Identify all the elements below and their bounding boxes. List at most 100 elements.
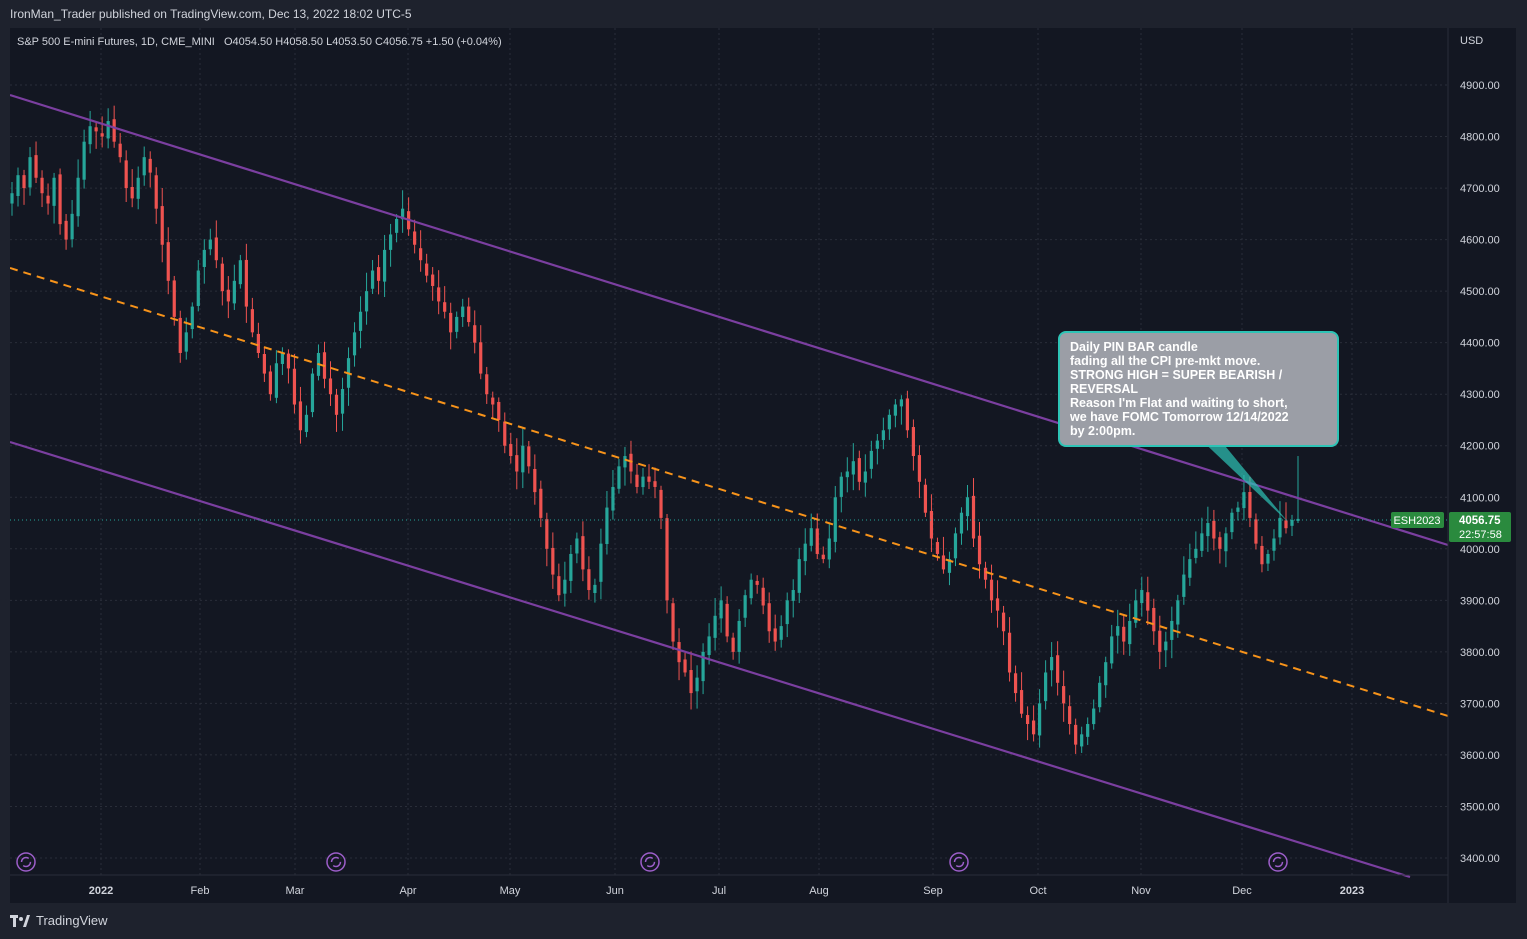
candle-body — [52, 177, 56, 206]
candle-body — [635, 474, 639, 487]
x-tick-label: Aug — [809, 885, 829, 897]
tradingview-logo-icon — [10, 914, 30, 927]
candle-body — [268, 371, 273, 395]
candle-body — [226, 289, 230, 302]
annotation-callout[interactable]: Daily PIN BAR candle fading all the CPI … — [1058, 331, 1339, 447]
candle-body — [382, 249, 387, 282]
candle-body — [352, 332, 357, 356]
channel-upper-line[interactable] — [9, 93, 1449, 547]
tradingview-brand[interactable]: TradingView — [10, 913, 108, 928]
candle-body — [1122, 626, 1126, 642]
candle-body — [959, 512, 964, 534]
y-tick-label: 3800.00 — [1460, 647, 1500, 659]
footer-bar: TradingView — [0, 903, 1527, 939]
y-tick-label: 4000.00 — [1460, 544, 1500, 556]
candle-body — [82, 141, 86, 180]
candle-body — [202, 249, 206, 267]
candle-body — [719, 600, 723, 619]
y-tick-label: 4400.00 — [1460, 338, 1500, 350]
candle-body — [1140, 590, 1144, 604]
candle-body — [431, 274, 435, 286]
candle-body — [695, 677, 699, 692]
y-tick-label: 4700.00 — [1460, 183, 1500, 195]
candle-body — [1086, 724, 1090, 737]
candle-body — [557, 576, 561, 596]
y-tick-label: 3600.00 — [1460, 750, 1500, 762]
candle-body — [773, 628, 777, 642]
session-break-icon[interactable] — [16, 852, 36, 872]
candle-body — [941, 555, 946, 570]
candle-body — [437, 287, 441, 302]
candle-body — [208, 239, 212, 250]
grid — [10, 28, 1448, 875]
candle-body — [983, 567, 988, 580]
candle-body — [274, 363, 279, 398]
candle-body — [1128, 620, 1132, 645]
candles-layer — [10, 105, 1300, 754]
session-break-icon[interactable] — [949, 852, 969, 872]
candle-body — [1019, 690, 1024, 714]
candle-body — [821, 554, 825, 560]
time-axis[interactable]: 2022 Feb Mar Apr May Jun Jul Aug Sep Oct Nov Dec 202… — [89, 885, 1364, 897]
chart-area[interactable]: 3400.00 3500.00 3600.00 3700.00 3800.00 3900.… — [9, 28, 1516, 903]
candle-body — [304, 414, 309, 432]
candle-body — [707, 636, 711, 656]
candle-body — [1284, 520, 1288, 529]
candle-body — [1194, 548, 1198, 558]
candle-body — [1242, 492, 1246, 509]
candle-body — [334, 394, 339, 415]
candle-body — [148, 158, 152, 173]
x-tick-label: Nov — [1131, 885, 1151, 897]
session-icon-arrows — [1272, 856, 1284, 868]
x-tick-label: Dec — [1232, 885, 1252, 897]
candlestick-chart[interactable]: 3400.00 3500.00 3600.00 3700.00 3800.00 3900.… — [9, 28, 1516, 903]
candle-body — [395, 218, 399, 233]
candle-body — [839, 476, 843, 497]
candle-body — [1254, 519, 1258, 544]
candle-body — [641, 476, 645, 488]
y-tick-label: 4300.00 — [1460, 389, 1500, 401]
candle-body — [40, 177, 44, 194]
candle-body — [905, 398, 909, 431]
session-icons[interactable] — [16, 852, 1288, 872]
candle-body — [677, 642, 681, 663]
candle-body — [575, 538, 579, 554]
candle-body — [10, 193, 14, 204]
session-break-icon[interactable] — [640, 852, 660, 872]
chart-title: S&P 500 E-mini Futures, 1D, CME_MINI O40… — [17, 36, 502, 48]
trendlines-layer[interactable] — [9, 93, 1449, 879]
candle-body — [461, 306, 465, 318]
candle-body — [112, 119, 116, 142]
candle-body — [827, 538, 831, 560]
candle-body — [611, 486, 615, 511]
candle-body — [76, 177, 80, 217]
candle-body — [130, 187, 134, 199]
candle-body — [1001, 612, 1006, 632]
y-tick-label: 3500.00 — [1460, 801, 1500, 813]
y-tick-label: 4600.00 — [1460, 235, 1500, 247]
candle-body — [214, 237, 218, 261]
candle-body — [545, 519, 549, 549]
candle-body — [743, 595, 747, 618]
candle-body — [581, 536, 585, 570]
price-axis[interactable]: 3400.00 3500.00 3600.00 3700.00 3800.00 3900.… — [1460, 80, 1500, 865]
candle-body — [989, 579, 994, 601]
session-break-icon[interactable] — [1268, 852, 1288, 872]
candle-body — [310, 373, 315, 413]
candle-body — [971, 495, 976, 539]
x-tick-label: Jun — [606, 885, 624, 897]
candle-body — [1266, 553, 1270, 564]
candle-body — [749, 579, 753, 599]
candle-body — [1007, 632, 1012, 673]
candle-body — [443, 302, 447, 312]
session-icon-arrows — [330, 856, 342, 868]
candle-body — [497, 401, 501, 420]
candle-body — [1062, 686, 1066, 704]
candle-body — [755, 580, 759, 585]
candle-body — [160, 206, 164, 245]
brand-text: TradingView — [36, 913, 108, 928]
channel-lower-line[interactable] — [9, 440, 1411, 879]
session-break-icon[interactable] — [326, 852, 346, 872]
candle-body — [1248, 492, 1252, 518]
candle-body — [1056, 655, 1060, 683]
